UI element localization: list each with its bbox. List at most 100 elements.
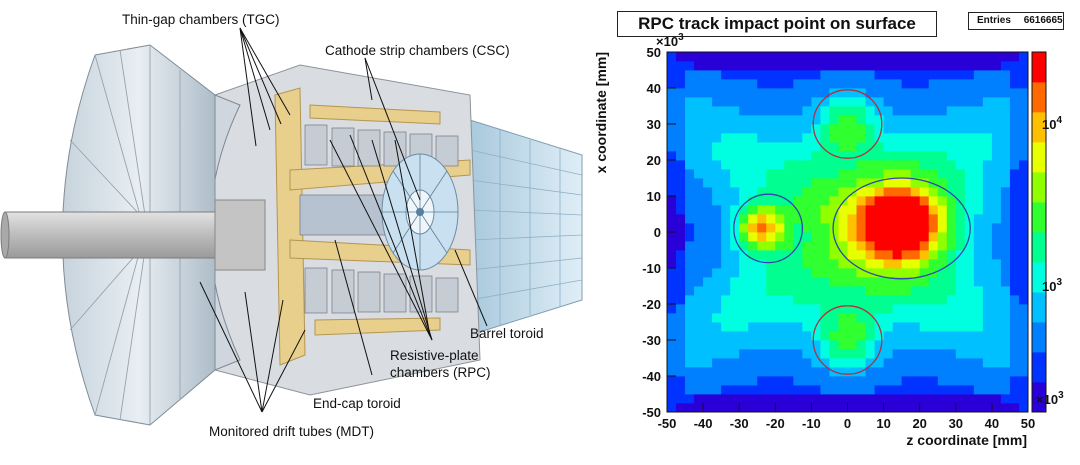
heatmap-cell xyxy=(685,358,695,368)
heatmap-cell xyxy=(991,277,1002,287)
heatmap-cell xyxy=(991,187,1002,197)
heatmap-cell xyxy=(820,403,830,413)
heatmap-cell xyxy=(874,70,884,80)
heatmap-cell xyxy=(757,133,767,143)
heatmap-cell xyxy=(955,79,966,89)
heatmap-cell xyxy=(721,385,731,395)
heatmap-cell xyxy=(703,394,713,404)
heatmap-cell xyxy=(838,286,848,296)
heatmap-cell xyxy=(811,394,821,404)
heatmap-cell xyxy=(973,133,984,143)
heatmap-cell xyxy=(775,304,785,314)
heatmap-cell xyxy=(982,385,993,395)
heatmap-cell xyxy=(775,214,785,224)
heatmap-cell xyxy=(775,187,785,197)
heatmap-cell xyxy=(793,124,803,134)
heatmap-cell xyxy=(883,88,894,98)
heatmap-cell xyxy=(1000,124,1011,134)
heatmap-cell xyxy=(973,349,984,359)
heatmap-cell xyxy=(784,268,794,278)
heatmap-cell xyxy=(955,178,966,188)
heatmap-cell xyxy=(829,286,839,296)
heatmap-cell xyxy=(829,349,839,359)
heatmap-cell xyxy=(676,178,686,188)
heatmap-cell xyxy=(865,124,875,134)
heatmap-cell xyxy=(1018,403,1029,413)
heatmap-cell xyxy=(784,70,794,80)
heatmap-cell xyxy=(829,70,839,80)
label-csc: Cathode strip chambers (CSC) xyxy=(325,43,510,58)
heatmap-cell xyxy=(802,304,812,314)
heatmap-cell xyxy=(892,187,903,197)
heatmap-cell xyxy=(829,403,839,413)
heatmap-cell xyxy=(946,115,957,125)
region-circle-2 xyxy=(733,193,804,264)
heatmap-cell xyxy=(676,52,686,62)
heatmap-cell xyxy=(811,304,821,314)
heatmap-cell xyxy=(955,394,966,404)
heatmap-cell xyxy=(1018,88,1029,98)
heatmap-cell xyxy=(955,331,966,341)
heatmap-cell xyxy=(712,394,722,404)
heatmap-cell xyxy=(703,124,713,134)
heatmap-cell xyxy=(667,403,677,413)
heatmap-cell xyxy=(901,124,912,134)
heatmap-cell xyxy=(847,232,857,242)
heatmap-cell xyxy=(802,97,812,107)
heatmap-cell xyxy=(730,151,740,161)
heatmap-cell xyxy=(901,70,912,80)
heatmap-cell xyxy=(1000,403,1011,413)
heatmap-cell xyxy=(928,367,939,377)
heatmap-cell xyxy=(892,331,903,341)
heatmap-cell xyxy=(928,259,939,269)
heatmap-cell xyxy=(910,349,921,359)
heatmap-cell xyxy=(775,403,785,413)
heatmap-cell xyxy=(937,79,948,89)
heatmap-cell xyxy=(694,88,704,98)
heatmap-cell xyxy=(964,52,975,62)
region-circle-1 xyxy=(812,305,883,375)
heatmap-cell xyxy=(1000,61,1011,71)
heatmap-cell xyxy=(748,115,758,125)
heatmap-cell xyxy=(784,115,794,125)
heatmap-cell xyxy=(793,52,803,62)
heatmap-cell xyxy=(883,178,894,188)
heatmap-cell xyxy=(919,340,930,350)
heatmap-cell xyxy=(964,88,975,98)
heatmap-cell xyxy=(946,331,957,341)
heatmap-cell xyxy=(712,160,722,170)
heatmap-cell xyxy=(667,349,677,359)
heatmap-cell xyxy=(712,196,722,206)
heatmap-cell xyxy=(739,61,749,71)
heatmap-cell xyxy=(919,187,930,197)
heatmap-cell xyxy=(1018,79,1029,89)
heatmap-cell xyxy=(820,367,830,377)
heatmap-cell xyxy=(856,115,866,125)
heatmap-cell xyxy=(811,70,821,80)
heatmap-cell xyxy=(928,394,939,404)
heatmap-cell xyxy=(838,115,848,125)
heatmap-cell xyxy=(784,304,794,314)
heatmap-cell xyxy=(811,61,821,71)
heatmap-cell xyxy=(856,268,866,278)
heatmap-cell xyxy=(748,259,758,269)
heatmap-cell xyxy=(955,223,966,233)
heatmap-cell xyxy=(928,223,939,233)
heatmap-cell xyxy=(685,115,695,125)
heatmap-cell xyxy=(766,169,776,179)
heatmap-cell xyxy=(847,322,857,332)
heatmap-cell xyxy=(667,160,677,170)
heatmap-cell xyxy=(739,358,749,368)
heatmap-cell xyxy=(748,178,758,188)
heatmap-cell xyxy=(856,106,866,116)
heatmap-cell xyxy=(667,250,677,260)
y-axis-multiplier: ×103 xyxy=(656,32,684,49)
heatmap-cell xyxy=(982,169,993,179)
heatmap-cell xyxy=(991,232,1002,242)
heatmap-cell xyxy=(847,160,857,170)
heatmap-cell xyxy=(901,196,912,206)
heatmap-cell xyxy=(901,133,912,143)
heatmap-cell xyxy=(937,322,948,332)
heatmap-cell xyxy=(721,223,731,233)
heatmap-cell xyxy=(784,97,794,107)
